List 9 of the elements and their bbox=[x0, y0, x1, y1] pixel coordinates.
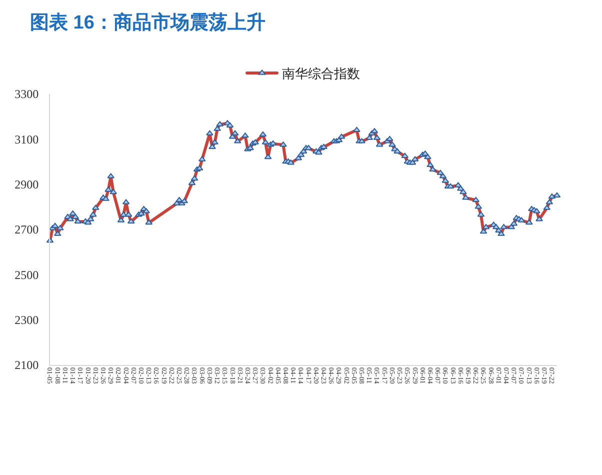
y-tick-label: 2100 bbox=[14, 358, 39, 372]
y-tick-label: 2500 bbox=[14, 268, 39, 282]
y-tick-label: 2700 bbox=[14, 222, 39, 237]
y-tick-label: 3300 bbox=[14, 87, 39, 102]
chart-title: 图表 16：商品市场震荡上升 bbox=[30, 12, 266, 34]
legend-label: 南华综合指数 bbox=[282, 66, 360, 82]
y-tick-label: 2900 bbox=[14, 178, 39, 192]
y-tick-label: 3100 bbox=[14, 132, 39, 146]
y-tick-label: 2300 bbox=[14, 313, 39, 328]
